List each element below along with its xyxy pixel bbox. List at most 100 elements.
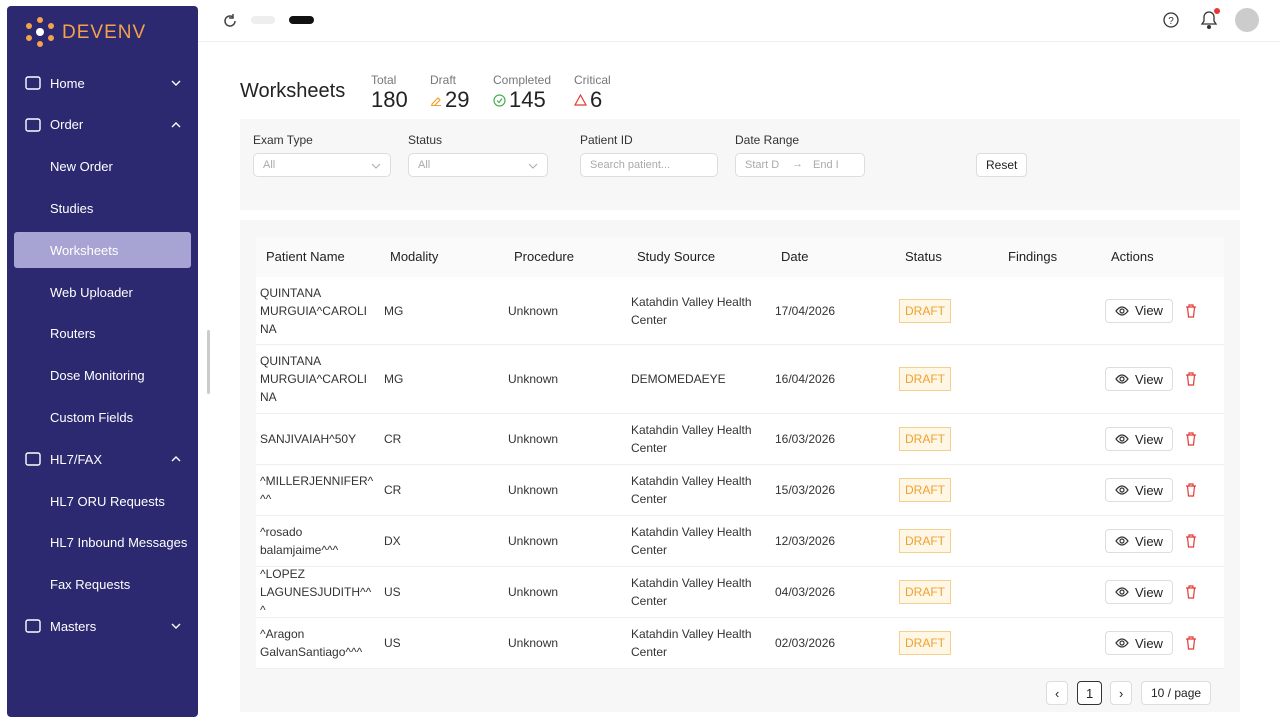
nav-subitem[interactable]: Dose Monitoring: [7, 358, 198, 394]
status-badge: DRAFT: [899, 427, 951, 451]
cell: US: [384, 585, 401, 599]
table-header: [256, 237, 1224, 277]
stat-label: Draft: [430, 73, 457, 87]
nav-label: Web Uploader: [50, 284, 133, 300]
brand: DEVENV: [62, 22, 147, 43]
table-row: ^LOPEZ LAGUNESJUDITH^^^ US Unknown Katahdin…: [256, 567, 1224, 618]
nav-item[interactable]: Order: [7, 107, 198, 143]
cell: MG: [384, 303, 404, 318]
nav-subitem[interactable]: Studies: [7, 190, 198, 226]
delete-button[interactable]: [1185, 585, 1197, 599]
refresh-icon[interactable]: [222, 13, 238, 29]
status-badge: DRAFT: [899, 580, 951, 604]
scrollbar: [207, 330, 210, 394]
help-icon[interactable]: ?: [1162, 11, 1180, 29]
column-header: Date: [781, 249, 809, 264]
column-header: Modality: [390, 249, 439, 264]
nav-label: Home: [50, 75, 85, 91]
view-label: View: [1135, 371, 1163, 387]
view-label: View: [1135, 482, 1163, 498]
filter-input[interactable]: Search patient...: [580, 153, 718, 177]
filter-input[interactable]: All: [253, 153, 391, 177]
current-page[interactable]: 1: [1077, 681, 1103, 705]
table-row: ^Aragon GalvanSantiago^^^ US Unknown Katahd…: [256, 618, 1224, 669]
view-label: View: [1135, 584, 1163, 600]
delete-button[interactable]: [1185, 432, 1197, 446]
stat-value: 29: [430, 87, 469, 113]
filter-input[interactable]: All: [408, 153, 548, 177]
cell: 16/04/2026: [775, 372, 836, 386]
page-size[interactable]: 10 / page: [1141, 681, 1212, 705]
nav-item[interactable]: HL7/FAX: [7, 441, 198, 477]
nav-subitem[interactable]: Worksheets: [14, 232, 191, 269]
cell: 02/03/2026: [775, 636, 836, 650]
prev-page[interactable]: ‹: [1046, 681, 1069, 705]
cell: Unknown: [508, 585, 559, 599]
delete-button[interactable]: [1185, 372, 1197, 386]
filter-panel: Reset Exam Type All Status All Patient ID Sea…: [240, 119, 1240, 210]
view-button[interactable]: View: [1105, 631, 1173, 655]
view-button[interactable]: View: [1105, 580, 1173, 604]
cell: MG: [384, 372, 404, 386]
nav-subitem[interactable]: HL7 ORU Requests: [7, 483, 198, 519]
column-header: Status: [905, 249, 942, 264]
column-header: Procedure: [514, 249, 574, 264]
nav-subitem[interactable]: Fax Requests: [7, 567, 198, 603]
status-badge: DRAFT: [899, 529, 951, 553]
reset-button[interactable]: Reset: [976, 153, 1028, 177]
view-button[interactable]: View: [1105, 427, 1173, 451]
nav-label: Dose Monitoring: [50, 368, 145, 384]
date-range[interactable]: Start D → End I: [735, 153, 865, 177]
cell: 15/03/2026: [775, 483, 836, 497]
page-title: Worksheets: [240, 80, 346, 102]
nav-subitem[interactable]: New Order: [7, 149, 198, 185]
view-label: View: [1135, 533, 1163, 549]
view-button[interactable]: View: [1105, 298, 1173, 323]
stat-value: 6: [574, 87, 602, 113]
delete-button[interactable]: [1185, 303, 1197, 318]
delete-button[interactable]: [1185, 636, 1197, 650]
cell: ^LOPEZ LAGUNESJUDITH^^^: [260, 567, 372, 617]
stat-label: Total: [371, 73, 397, 87]
notification-icon[interactable]: [1198, 8, 1222, 30]
date-end: End I: [813, 159, 839, 171]
delete-button[interactable]: [1185, 483, 1197, 497]
column-header: Patient Name: [266, 249, 345, 264]
view-label: View: [1135, 303, 1163, 318]
stat-value: 180: [371, 87, 408, 113]
nav-label: Studies: [50, 200, 94, 216]
filter-label: Date Range: [735, 133, 800, 147]
nav-item[interactable]: Masters: [7, 608, 198, 644]
nav-subitem[interactable]: Routers: [7, 316, 198, 352]
svg-text:?: ?: [1168, 16, 1174, 27]
nav-label: Fax Requests: [50, 577, 131, 593]
cell: ^MILLERJENNIFER^^^: [260, 474, 374, 506]
nav-subitem[interactable]: Web Uploader: [7, 274, 198, 310]
nav-label: Order: [50, 117, 84, 133]
next-page[interactable]: ›: [1110, 681, 1133, 705]
cell: 16/03/2026: [775, 432, 836, 446]
delete-button[interactable]: [1185, 534, 1197, 548]
table-row: SANJIVAIAH^50Y CR Unknown Katahdin Valley H…: [256, 414, 1224, 465]
cell: CR: [384, 432, 402, 446]
nav-label: HL7/FAX: [50, 451, 103, 467]
nav-subitem[interactable]: Custom Fields: [7, 399, 198, 435]
avatar[interactable]: [1235, 8, 1259, 32]
table-panel: Patient Name Modality Procedure Study Sourc…: [240, 220, 1240, 712]
nav-item[interactable]: Home: [7, 65, 198, 101]
nav-subitem[interactable]: HL7 Inbound Messages: [7, 525, 198, 561]
view-button[interactable]: View: [1105, 367, 1173, 391]
table-row: ^MILLERJENNIFER^^^ CR Unknown Katahdin Vall…: [256, 465, 1224, 516]
nav-label: HL7 ORU Requests: [50, 493, 165, 509]
column-header: Findings: [1008, 249, 1058, 264]
cell: Katahdin Valley Health Center: [631, 423, 752, 455]
cell: SANJIVAIAH^50Y: [260, 432, 357, 446]
sidebar: DEVENV Home Order New Order Studies Workshee…: [7, 6, 198, 717]
view-button[interactable]: View: [1105, 529, 1173, 553]
view-button[interactable]: View: [1105, 478, 1173, 502]
cell: 12/03/2026: [775, 534, 836, 548]
logo: [26, 17, 54, 47]
status-badge: DRAFT: [899, 298, 951, 323]
breadcrumb: [251, 16, 275, 24]
